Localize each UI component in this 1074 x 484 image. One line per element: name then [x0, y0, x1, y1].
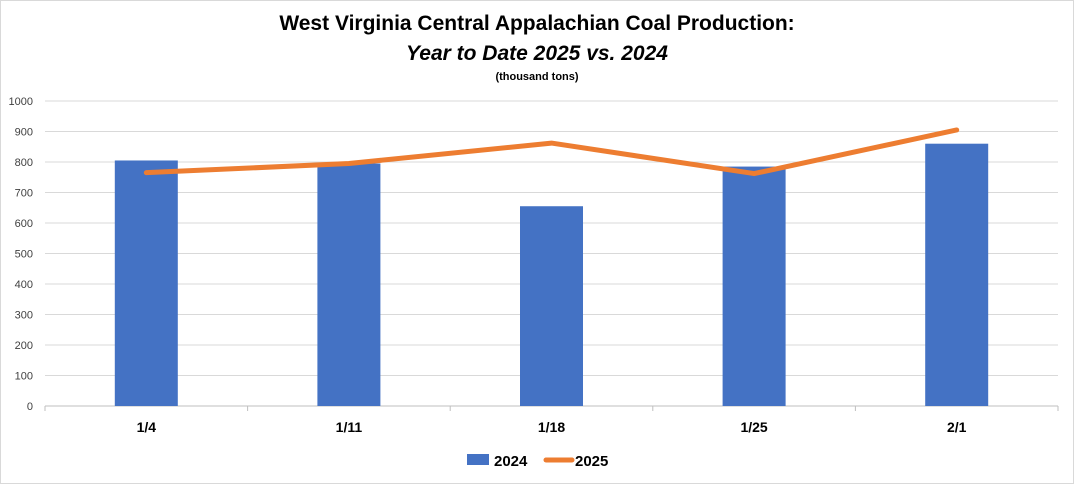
y-tick-label: 100	[15, 371, 33, 383]
y-tick-label: 500	[15, 249, 33, 261]
line-series-2025	[143, 127, 960, 177]
bar-2024	[317, 163, 381, 406]
y-tick-label: 600	[15, 218, 33, 230]
bar-2024	[925, 143, 989, 406]
y-tick-label: 200	[15, 340, 33, 352]
y-tick-label: 400	[15, 279, 33, 291]
x-tick-label: 1/18	[538, 419, 565, 435]
bar-2024	[520, 206, 583, 406]
y-tick-label: 300	[15, 310, 33, 322]
legend-label-2024: 2024	[494, 453, 528, 470]
y-tick-label: 900	[15, 127, 33, 139]
x-tick-label: 1/11	[336, 419, 363, 435]
chart-title: West Virginia Central Appalachian Coal P…	[279, 12, 795, 35]
legend-swatch-2024	[467, 454, 489, 465]
bar-2024	[114, 160, 178, 406]
chart-subtitle: Year to Date 2025 vs. 2024	[406, 42, 668, 65]
legend-label-2025: 2025	[575, 453, 608, 470]
bar-2024	[722, 166, 786, 406]
y-tick-label: 0	[27, 401, 33, 413]
x-tick-label: 1/4	[137, 419, 157, 435]
y-tick-label: 800	[15, 157, 33, 169]
y-tick-label: 700	[15, 188, 33, 200]
y-tick-label: 1000	[9, 96, 33, 108]
x-tick-label: 2/1	[947, 419, 967, 435]
chart-units: (thousand tons)	[495, 71, 579, 83]
x-tick-label: 1/25	[740, 419, 767, 435]
